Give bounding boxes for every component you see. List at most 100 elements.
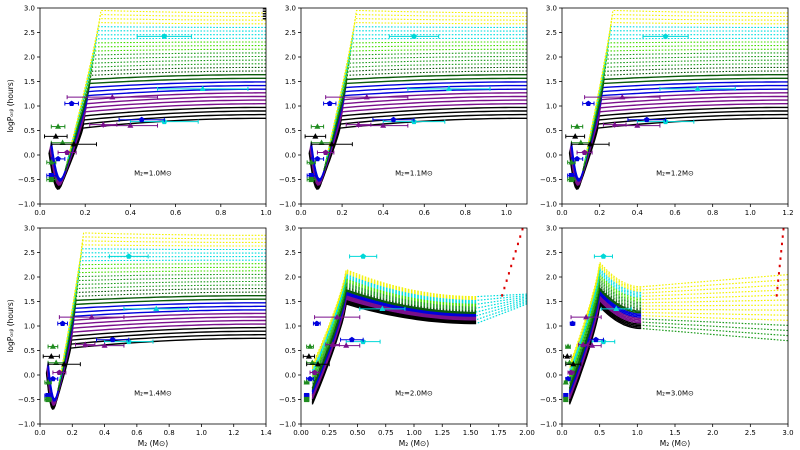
y-tick-label: −1.0	[279, 420, 296, 428]
observed-system-16	[567, 172, 576, 179]
plot-area	[304, 9, 527, 190]
observed-system-3	[136, 33, 192, 39]
track-24	[584, 34, 788, 159]
x-tick-label: 1.75	[491, 429, 507, 437]
y-tick-label: 1.5	[546, 298, 557, 306]
observed-system-10	[563, 353, 572, 359]
y-tick-label: 1.5	[285, 78, 296, 86]
observed-system-2	[66, 93, 159, 100]
outer-track-3	[641, 321, 788, 332]
observed-system-9	[50, 123, 66, 129]
y-tick-label: 1.0	[24, 102, 35, 110]
y-tick-label: 2.0	[24, 273, 35, 281]
track-15	[583, 66, 788, 168]
y-tick-label: 2.5	[24, 249, 35, 257]
observed-system-10	[565, 133, 586, 139]
y-tick-label: 1.0	[546, 102, 557, 110]
track-29	[60, 236, 266, 374]
observed-system-4	[123, 305, 190, 312]
x-tick-label: 0.5	[594, 429, 605, 437]
outer-track-4	[475, 299, 527, 313]
observed-system-10	[44, 133, 68, 139]
observed-system-1	[569, 320, 576, 326]
observed-system-9	[310, 123, 325, 129]
y-tick-label: 0.5	[546, 347, 557, 355]
track-19	[324, 52, 527, 164]
track-17	[324, 59, 527, 166]
y-tick-label: 0.5	[546, 127, 557, 135]
observed-system-1	[323, 100, 337, 106]
observed-system-3	[593, 253, 613, 259]
x-tick-label: 0.6	[131, 429, 143, 437]
y-tick-label: 3.0	[24, 4, 35, 12]
track-24	[568, 270, 642, 374]
observed-system-15	[46, 159, 57, 165]
y-tick-label: 2.5	[285, 29, 296, 37]
panel-3: −1.0 −0.5 0.0 0.5 1.0 1.5 2.0 2.5 3.0 0.0 0.2 0.4 0.…	[540, 4, 794, 217]
y-tick-label: 3.0	[285, 224, 296, 232]
observed-system-3	[108, 253, 149, 259]
y-tick-label: 1.0	[285, 322, 296, 330]
y-axis-label: logPₒᵣᵦ (hours)	[6, 79, 15, 132]
observed-system-6	[587, 336, 604, 343]
x-tick-label: 1.0	[501, 209, 512, 217]
y-tick-label: 1.5	[285, 298, 296, 306]
x-tick-label: 2.5	[745, 429, 756, 437]
observed-system-13	[316, 149, 335, 155]
panel-2: −1.0 −0.5 0.0 0.5 1.0 1.5 2.0 2.5 3.0 0.0 0.2 0.4 0.…	[279, 4, 528, 217]
y-tick-label: 2.0	[24, 53, 35, 61]
x-tick-label: 0.4	[99, 429, 111, 437]
y-tick-label: −0.5	[279, 396, 296, 404]
observed-system-6	[118, 116, 165, 123]
outer-track-8	[641, 304, 788, 307]
track-17	[568, 280, 642, 383]
x-tick-label: 0.25	[321, 429, 337, 437]
observed-system-15	[567, 159, 576, 165]
x-tick-label: 0.0	[34, 429, 45, 437]
observed-system-9	[47, 343, 59, 349]
observed-system-6	[340, 336, 364, 343]
observed-system-4	[407, 85, 491, 92]
track-1	[45, 337, 266, 410]
x-tick-label: 1.2	[228, 429, 239, 437]
observed-system-2	[570, 313, 602, 320]
observed-system-12	[310, 141, 353, 147]
observed-system-12	[565, 361, 582, 367]
observed-system-7	[614, 122, 661, 128]
y-tick-label: −1.0	[540, 420, 557, 428]
track-15	[57, 288, 266, 388]
track-26	[67, 26, 266, 157]
panel-6: −1.0 −0.5 0.0 0.5 1.0 1.5 2.0 2.5 3.0 0.0 0.5 1.0 1.…	[540, 224, 794, 448]
observed-system-8	[345, 121, 372, 127]
donor-mass-label: M₂=1.0M⊙	[134, 170, 172, 178]
outer-track-12	[641, 284, 788, 294]
track-22	[325, 41, 527, 161]
donor-mass-label: M₂=1.2M⊙	[656, 170, 694, 178]
plot-area	[302, 228, 527, 405]
track-30	[585, 9, 788, 153]
observed-system-1	[582, 100, 595, 106]
observed-system-17	[46, 176, 57, 183]
track-28	[326, 18, 527, 155]
track-22	[568, 273, 642, 377]
y-tick-label: −1.0	[18, 200, 35, 208]
x-tick-label: 0.2	[80, 209, 91, 217]
y-tick-label: −0.5	[279, 176, 296, 184]
observed-system-15	[562, 379, 569, 385]
x-tick-label: 2.0	[707, 429, 718, 437]
observed-system-4	[659, 85, 736, 92]
observed-system-8	[602, 121, 627, 127]
y-tick-label: −0.5	[540, 176, 557, 184]
observed-system-9	[570, 123, 584, 129]
x-tick-label: 1.2	[782, 209, 793, 217]
outer-track-2	[641, 324, 788, 337]
y-tick-label: 2.5	[546, 29, 557, 37]
y-tick-label: 2.0	[285, 273, 296, 281]
y-tick-label: 1.5	[546, 78, 557, 86]
observed-system-9	[306, 343, 314, 349]
track-28	[60, 240, 266, 375]
y-tick-label: 2.5	[285, 249, 296, 257]
observed-system-16	[46, 172, 57, 179]
y-tick-label: 0.0	[285, 151, 296, 159]
